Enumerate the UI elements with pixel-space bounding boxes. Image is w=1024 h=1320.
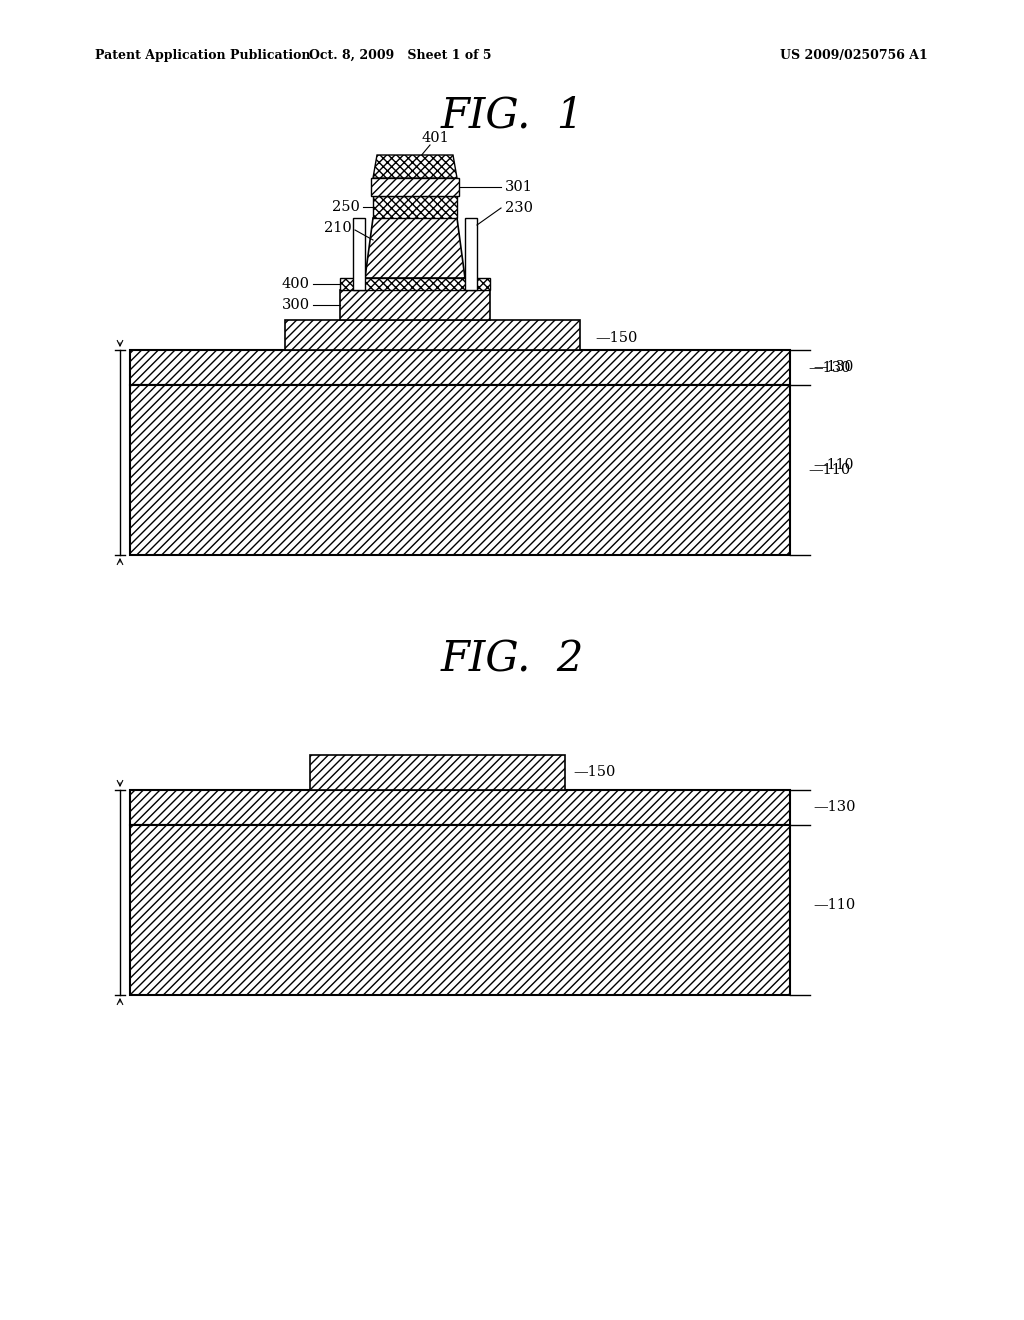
Text: —150: —150 <box>573 766 615 779</box>
Bar <box>130 350 790 385</box>
Text: 300: 300 <box>282 298 310 312</box>
Text: FIG.  2: FIG. 2 <box>440 639 584 681</box>
Bar <box>130 789 790 825</box>
Text: US 2009/0250756 A1: US 2009/0250756 A1 <box>780 49 928 62</box>
Text: 230: 230 <box>505 201 534 215</box>
Text: —130: —130 <box>808 360 851 375</box>
Text: 401: 401 <box>421 131 449 145</box>
Bar <box>340 290 490 319</box>
Bar <box>130 385 790 554</box>
Polygon shape <box>373 154 457 178</box>
Polygon shape <box>365 218 465 279</box>
Bar <box>353 218 365 290</box>
Text: —150: —150 <box>595 331 637 345</box>
Text: —130: —130 <box>813 360 853 374</box>
Text: 250: 250 <box>332 201 360 214</box>
Bar <box>371 178 459 195</box>
Bar <box>130 825 790 995</box>
Text: —110: —110 <box>813 458 853 473</box>
Bar <box>465 218 477 290</box>
Bar <box>285 319 580 350</box>
Bar <box>340 279 490 290</box>
Text: Oct. 8, 2009   Sheet 1 of 5: Oct. 8, 2009 Sheet 1 of 5 <box>309 49 492 62</box>
Text: 301: 301 <box>505 180 532 194</box>
Text: —110: —110 <box>808 463 850 477</box>
Text: —130: —130 <box>813 800 855 814</box>
Text: —110: —110 <box>813 898 855 912</box>
Bar <box>310 755 565 789</box>
Text: 400: 400 <box>282 277 310 290</box>
Text: FIG.  1: FIG. 1 <box>440 94 584 136</box>
Bar <box>373 195 457 218</box>
Text: Patent Application Publication: Patent Application Publication <box>95 49 310 62</box>
Text: 210: 210 <box>325 220 352 235</box>
